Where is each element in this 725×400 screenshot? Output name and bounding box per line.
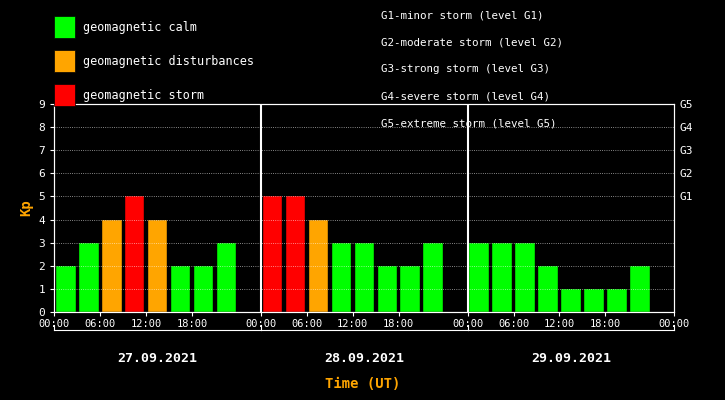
Bar	[102, 220, 122, 312]
Bar	[400, 266, 420, 312]
Bar	[171, 266, 191, 312]
Bar	[309, 220, 328, 312]
Bar	[561, 289, 581, 312]
Bar	[286, 196, 305, 312]
Bar	[469, 243, 489, 312]
Text: G3-strong storm (level G3): G3-strong storm (level G3)	[381, 64, 550, 74]
Bar	[217, 243, 236, 312]
Text: 28.09.2021: 28.09.2021	[324, 352, 405, 364]
Text: geomagnetic disturbances: geomagnetic disturbances	[83, 54, 254, 68]
Text: G5-extreme storm (level G5): G5-extreme storm (level G5)	[381, 119, 556, 129]
Bar	[515, 243, 535, 312]
Bar	[538, 266, 558, 312]
Text: G4-severe storm (level G4): G4-severe storm (level G4)	[381, 92, 550, 102]
Bar	[125, 196, 144, 312]
Bar	[331, 243, 351, 312]
Bar	[630, 266, 650, 312]
Bar	[584, 289, 604, 312]
Text: G1-minor storm (level G1): G1-minor storm (level G1)	[381, 10, 543, 20]
Bar	[262, 196, 282, 312]
Bar	[423, 243, 443, 312]
Bar	[56, 266, 75, 312]
Text: geomagnetic storm: geomagnetic storm	[83, 88, 204, 102]
Bar	[79, 243, 99, 312]
Bar	[148, 220, 167, 312]
Bar	[607, 289, 626, 312]
Bar	[355, 243, 374, 312]
Text: geomagnetic calm: geomagnetic calm	[83, 20, 197, 34]
Y-axis label: Kp: Kp	[19, 200, 33, 216]
Bar	[378, 266, 397, 312]
Text: G2-moderate storm (level G2): G2-moderate storm (level G2)	[381, 37, 563, 47]
Text: Time (UT): Time (UT)	[325, 377, 400, 391]
Text: 27.09.2021: 27.09.2021	[117, 352, 198, 364]
Bar	[492, 243, 512, 312]
Bar	[194, 266, 213, 312]
Text: 29.09.2021: 29.09.2021	[531, 352, 611, 364]
